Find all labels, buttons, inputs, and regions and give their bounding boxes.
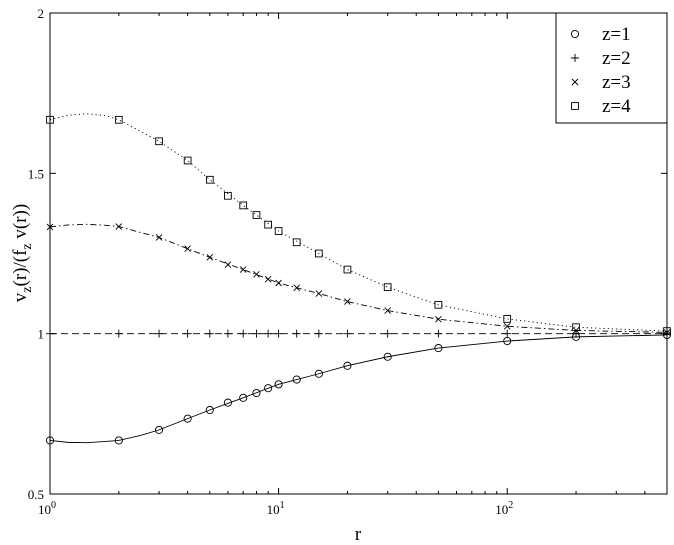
data-point-z4 — [292, 238, 301, 247]
data-point-z3 — [253, 271, 260, 278]
data-point-z4 — [663, 327, 671, 335]
data-point-z2 — [292, 329, 301, 338]
ticks — [49, 12, 668, 495]
data-point-z2 — [155, 329, 164, 338]
data-point-z4 — [274, 227, 283, 235]
data-point-z3 — [275, 279, 282, 287]
data-point-z2 — [46, 329, 54, 338]
data-point-z3 — [293, 284, 301, 292]
data-point-z3 — [435, 315, 442, 323]
x-tick-label: 102 — [495, 500, 513, 517]
data-point-z3 — [315, 290, 323, 297]
x-axis-label: r — [355, 524, 362, 545]
data-point-z3 — [224, 261, 232, 269]
data-point-z2 — [383, 329, 392, 338]
tick-labels: 100 101 102 0.5 1 1.5 2 — [28, 6, 513, 517]
y-axis-label: vz(r)/(fz v(r)) — [10, 204, 35, 302]
data-point-z4 — [503, 315, 512, 323]
y-tick-label: 1.5 — [28, 166, 44, 181]
data-point-z3 — [384, 307, 391, 314]
data-point-z1 — [292, 375, 301, 384]
y-tick-label: 1 — [38, 327, 45, 342]
data-point-z3 — [184, 245, 191, 253]
data-point-z3 — [239, 266, 247, 273]
data-point-z1 — [314, 369, 323, 378]
data-point-z4 — [114, 115, 123, 124]
data-point-z3 — [115, 223, 123, 230]
data-point-z4 — [343, 265, 352, 274]
data-point-z2 — [343, 329, 352, 338]
data-point-z3 — [206, 254, 214, 261]
legend-label: z=4 — [602, 96, 631, 117]
data-point-z1 — [155, 425, 164, 434]
data-point-z1 — [264, 384, 273, 393]
data-point-z2 — [503, 329, 512, 338]
series-markers — [45, 115, 672, 445]
data-point-z2 — [434, 329, 443, 338]
data-point-z4 — [239, 201, 248, 210]
data-point-z2 — [663, 329, 671, 338]
data-point-z2 — [314, 329, 323, 338]
data-point-z1 — [239, 393, 248, 402]
data-point-z3 — [155, 234, 163, 241]
data-point-z1 — [45, 436, 55, 445]
data-point-z1 — [223, 398, 232, 407]
data-point-z2 — [274, 329, 283, 338]
data-point-z1 — [383, 352, 392, 361]
data-point-z2 — [223, 329, 232, 338]
legend-marker-z4 — [571, 102, 579, 110]
data-point-z1 — [114, 436, 123, 445]
legend-marker-z3 — [571, 78, 579, 86]
data-point-z4 — [205, 175, 214, 184]
data-point-z3 — [46, 223, 54, 231]
data-point-z2 — [264, 329, 273, 338]
legend-box — [555, 12, 668, 124]
data-point-z1 — [434, 344, 443, 353]
data-point-z3 — [503, 322, 511, 330]
data-point-z4 — [252, 211, 261, 219]
data-point-z2 — [239, 329, 248, 338]
legend-marker-z2 — [571, 54, 579, 62]
y-tick-label: 0.5 — [28, 487, 44, 502]
data-point-z1 — [205, 405, 214, 415]
data-point-z4 — [264, 220, 272, 229]
legend-items: z=1 z=2 z=3 z=4 — [570, 24, 631, 117]
legend-label: z=1 — [602, 24, 631, 45]
data-point-z4 — [572, 323, 580, 332]
data-point-z2 — [252, 329, 261, 338]
data-point-z2 — [205, 329, 214, 338]
data-point-z4 — [46, 115, 54, 124]
x-tick-label: 100 — [38, 500, 56, 517]
data-point-z4 — [155, 137, 163, 146]
series-curves — [49, 113, 668, 444]
data-point-z1 — [183, 414, 192, 423]
data-point-z2 — [183, 329, 192, 338]
legend: z=1 z=2 z=3 z=4 — [555, 12, 668, 124]
data-point-z4 — [315, 249, 323, 258]
legend-marker-z1 — [570, 29, 580, 39]
data-point-z1 — [274, 380, 283, 389]
data-point-z4 — [224, 191, 232, 200]
data-point-z1 — [343, 361, 352, 370]
data-point-z1 — [252, 388, 261, 398]
x-tick-label: 101 — [267, 500, 285, 517]
data-point-z3 — [264, 275, 272, 283]
data-point-z2 — [114, 329, 123, 338]
legend-label: z=3 — [602, 72, 631, 93]
data-point-z3 — [344, 298, 351, 305]
data-point-z4 — [434, 300, 443, 309]
data-point-z4 — [383, 283, 392, 292]
series-line-z1 — [49, 334, 668, 444]
data-point-z4 — [183, 156, 192, 165]
y-tick-label: 2 — [38, 6, 45, 21]
legend-label: z=2 — [602, 48, 631, 69]
